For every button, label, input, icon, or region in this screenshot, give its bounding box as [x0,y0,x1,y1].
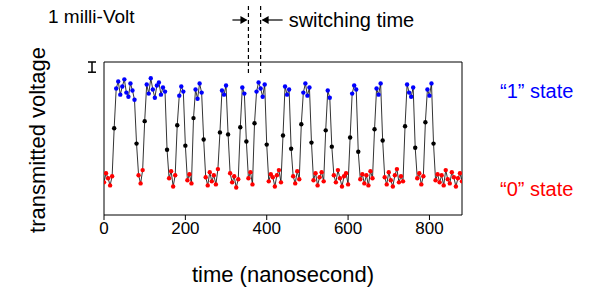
html-text:transmitted voltage: transmitted voltage [25,47,50,233]
svg-text:600: 600 [334,219,362,238]
html-text:time (nanosecond): time (nanosecond) [191,262,375,287]
svg-text:0: 0 [99,219,108,238]
html-text:“1” state: “1” state [500,80,574,102]
svg-text:800: 800 [415,219,443,238]
svg-text:200: 200 [171,219,199,238]
html-text:1 milli-Volt: 1 milli-Volt [48,6,135,27]
html-text:“0” state: “0” state [500,178,574,200]
svg-text:switching time: switching time [289,9,415,31]
svg-text:400: 400 [253,219,281,238]
